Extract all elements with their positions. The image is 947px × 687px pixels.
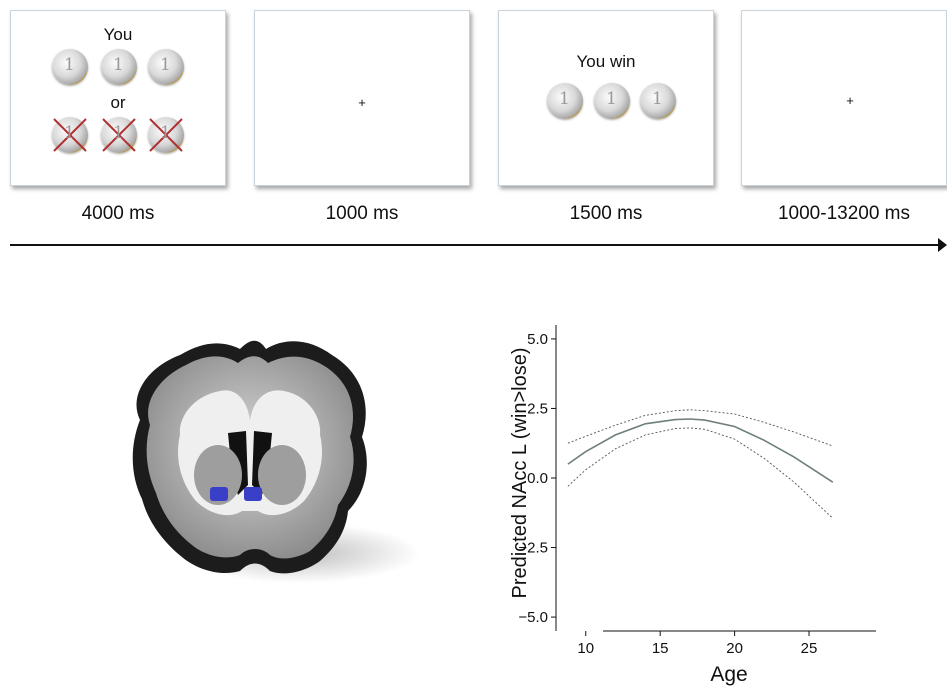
y-tick-label: −5.0 [518, 609, 548, 626]
cross-icon [53, 118, 87, 152]
duration-label: 1500 ms [569, 203, 643, 224]
x-tick-label: 15 [652, 640, 669, 657]
x-axis-label: Age [710, 663, 747, 686]
frame-fixation-iti: + [741, 10, 947, 186]
euro-coin-icon [594, 83, 630, 119]
arrow-head-icon [938, 238, 947, 252]
duration-label: 1000-13200 ms [777, 203, 911, 224]
duration-label: 4000 ms [81, 203, 155, 224]
frame-or-text: or [110, 93, 126, 112]
frame-you-text: You [103, 25, 133, 44]
cross-icon [102, 118, 136, 152]
lower-ci-line [567, 427, 834, 519]
euro-coin-icon [640, 83, 676, 119]
x-tick-label: 10 [577, 640, 594, 657]
right-nacc-roi [244, 487, 262, 501]
left-nacc-roi [210, 487, 228, 501]
duration-label: 1000 ms [325, 203, 399, 224]
fit-line [567, 418, 834, 483]
left-striatum [194, 445, 242, 505]
brain-coronal-slice [132, 340, 420, 583]
crossed-euro-coin-icon [148, 117, 184, 153]
y-axis-label: Predicted NAcc L (win>lose) [509, 347, 531, 598]
euro-coin-icon [101, 49, 137, 85]
y-tick-label: −2.5 [518, 540, 548, 557]
age-nacc-chart: 5.0 2.5 0.0 −2.5 −5.0 10 15 20 25 Age Predicted… [509, 325, 876, 686]
euro-coin-icon [148, 49, 184, 85]
upper-ci-line [567, 409, 833, 447]
crossed-euro-coin-icon [101, 117, 137, 153]
y-tick-label: 5.0 [527, 331, 548, 348]
right-striatum [258, 445, 306, 505]
euro-coin-icon [52, 49, 88, 85]
euro-coin-icon [547, 83, 583, 119]
timeline-axis [10, 244, 940, 246]
y-tick-label: 2.5 [527, 400, 548, 417]
frame-fixation: + [254, 10, 470, 186]
y-tick-label: 0.0 [527, 470, 548, 487]
x-tick-label: 20 [726, 640, 743, 657]
frame-outcome-options: You or [10, 10, 226, 186]
crossed-euro-coin-icon [52, 117, 88, 153]
fixation-cross: + [846, 93, 854, 108]
cross-icon [149, 118, 183, 152]
frame-feedback: You win [498, 10, 714, 186]
fixation-cross: + [358, 95, 366, 110]
feedback-text: You win [576, 52, 636, 71]
x-tick-label: 25 [801, 640, 818, 657]
